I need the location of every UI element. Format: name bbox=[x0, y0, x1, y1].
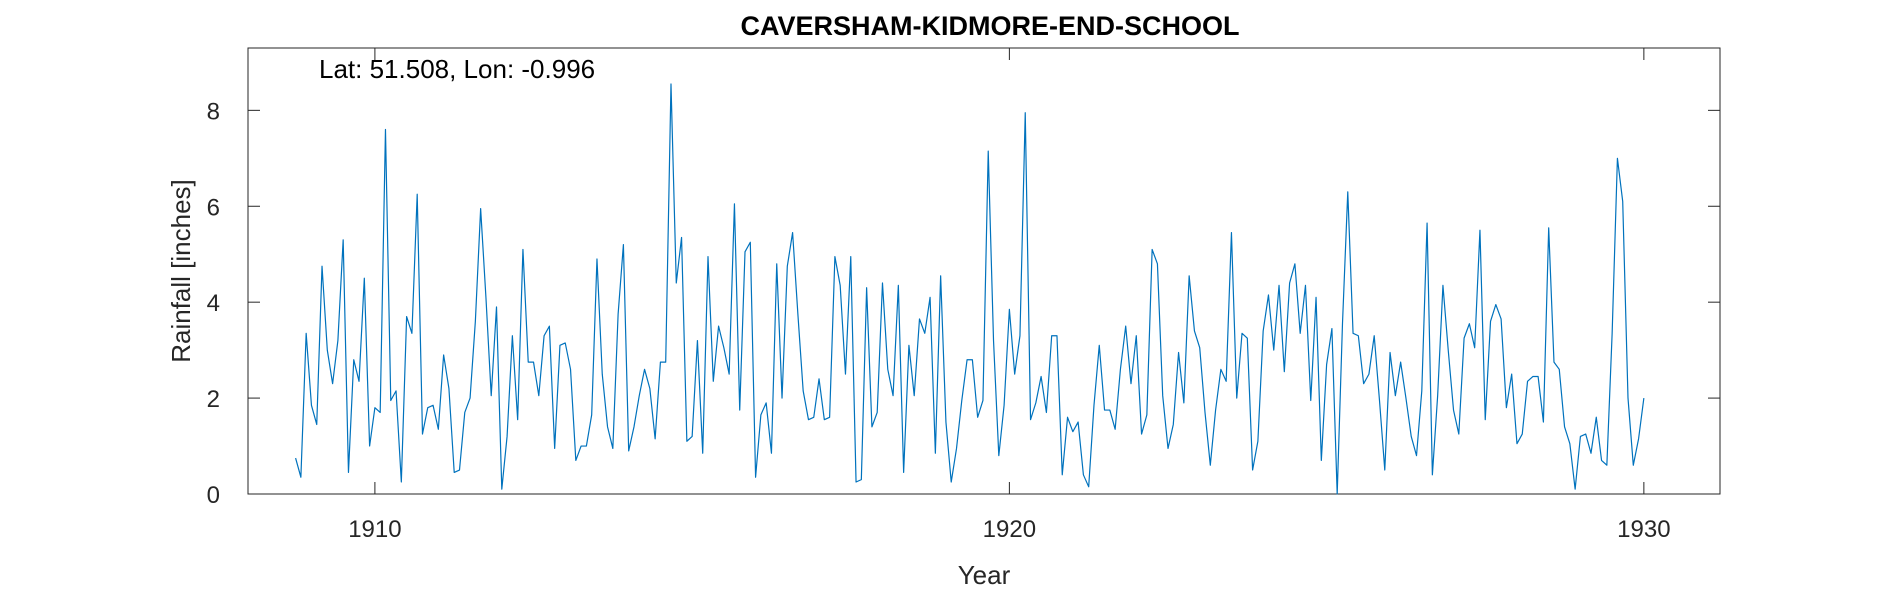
x-tick-label: 1910 bbox=[348, 516, 401, 543]
chart-title: CAVERSHAM-KIDMORE-END-SCHOOL bbox=[741, 11, 1240, 41]
location-annotation: Lat: 51.508, Lon: -0.996 bbox=[319, 54, 595, 84]
y-tick-label: 0 bbox=[207, 482, 220, 509]
y-tick-label: 8 bbox=[207, 98, 220, 125]
axis-tick-labels: 1910 1920 1930 0 2 4 6 8 bbox=[207, 98, 1671, 543]
x-tick-label: 1920 bbox=[983, 516, 1036, 543]
y-tick-label: 2 bbox=[207, 386, 220, 413]
data-points bbox=[295, 83, 1644, 495]
y-tick-label: 4 bbox=[207, 290, 220, 317]
plot-frame bbox=[247, 47, 1721, 495]
y-tick-label: 6 bbox=[207, 194, 220, 221]
axis-ticks bbox=[248, 48, 1720, 495]
x-tick-label: 1930 bbox=[1617, 516, 1670, 543]
y-axis-label: Rainfall [inches] bbox=[166, 179, 196, 363]
rainfall-series-line bbox=[295, 83, 1645, 495]
x-axis-label: Year bbox=[958, 560, 1011, 590]
